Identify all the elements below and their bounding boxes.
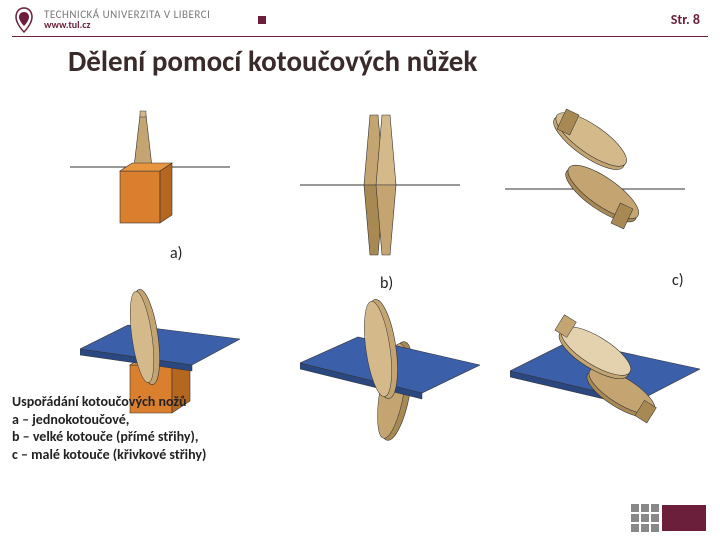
header-square-icon bbox=[258, 16, 266, 24]
footer-brand-block bbox=[662, 505, 706, 531]
label-b: b) bbox=[380, 274, 393, 293]
page-title: Dělení pomocí kotoučových nůžek bbox=[0, 37, 720, 79]
figure-bottom-b bbox=[300, 299, 480, 449]
caption: Uspořádání kotoučových nožů a – jednokot… bbox=[12, 393, 206, 463]
label-c: c) bbox=[672, 271, 684, 290]
page-number: Str. 8 bbox=[671, 11, 700, 28]
figure-top-b bbox=[300, 109, 460, 259]
figure-bottom-c bbox=[510, 299, 700, 449]
caption-line1: Uspořádání kotoučových nožů bbox=[12, 393, 206, 411]
caption-line4: c – malé kotouče (křivkové střihy) bbox=[12, 446, 206, 464]
label-a: a) bbox=[170, 244, 183, 263]
logo-icon bbox=[12, 6, 36, 34]
figure-top-c bbox=[500, 94, 690, 244]
university-url: www.tul.cz bbox=[44, 20, 210, 30]
header: TECHNICKÁ UNIVERZITA V LIBERCI www.tul.c… bbox=[0, 0, 720, 36]
caption-line2: a – jednokotoučové, bbox=[12, 411, 206, 429]
logo-block: TECHNICKÁ UNIVERZITA V LIBERCI www.tul.c… bbox=[12, 6, 266, 34]
figure-top-a bbox=[70, 109, 230, 239]
content-area: a) b) c) Uspořádání kotoučových nožů a –… bbox=[0, 79, 720, 509]
footer-grid-icon bbox=[631, 504, 659, 532]
caption-line3: b – velké kotouče (přímé střihy), bbox=[12, 428, 206, 446]
footer-decor bbox=[631, 504, 706, 532]
